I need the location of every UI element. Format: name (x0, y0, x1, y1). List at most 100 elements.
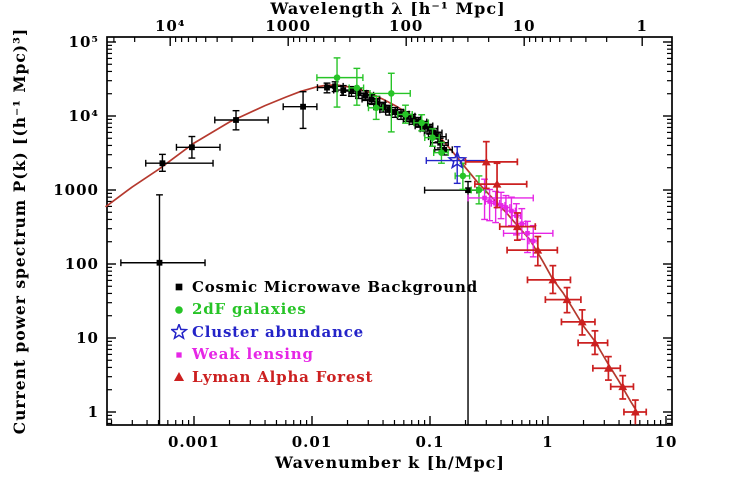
circle-marker (438, 149, 445, 156)
square-marker (362, 92, 369, 99)
square-marker (340, 87, 347, 93)
top-axis-title: Wavelength λ [h⁻¹ Mpc] (269, 0, 505, 18)
triangle-marker (590, 338, 600, 347)
square-marker (332, 83, 339, 90)
legend-label-cmb: Cosmic Microwave Background (192, 277, 478, 296)
legend: Cosmic Microwave Background 2dF galaxies… (171, 276, 478, 389)
square-marker (189, 144, 195, 151)
x-tick-label: 0.001 (168, 433, 220, 451)
top-tick-label: 1000 (265, 17, 311, 35)
square-marker (159, 160, 166, 167)
y-axis-title: Current power spectrum P(k) [(h⁻¹ Mpc)³] (10, 28, 29, 434)
circle-marker (388, 90, 395, 97)
legend-label-cluster: Cluster abundance (192, 322, 364, 341)
circle-marker (175, 305, 183, 314)
series-2df-galaxies (316, 57, 487, 205)
legend-label-weak-lensing: Weak lensing (192, 345, 314, 364)
square-marker (519, 221, 525, 227)
circle-marker (353, 84, 361, 92)
square-marker (233, 117, 239, 123)
x-tick-label: 1 (542, 433, 553, 451)
x-tick-label: 0.1 (415, 433, 444, 451)
square-marker (386, 106, 393, 113)
legend-item-2df-galaxies: 2dF galaxies (171, 299, 478, 322)
x-tick-label: 10 (655, 433, 678, 451)
x-tick-label: 0.01 (292, 433, 333, 451)
square-marker (409, 116, 416, 122)
y-tick-label: 10 (76, 329, 99, 347)
y-tick-label: 100 (65, 255, 99, 273)
2df-circle-marker-icon (175, 305, 183, 314)
y-tick-label: 1 (88, 403, 99, 421)
legend-item-cluster-abundance: Cluster abundance (171, 321, 478, 344)
square-marker (431, 130, 437, 136)
square-marker (355, 90, 362, 97)
star-marker (171, 324, 188, 341)
triangle-marker (618, 382, 628, 391)
series-lyman-alpha-forest (464, 140, 648, 425)
triangle-marker (604, 363, 613, 372)
weak-lensing-square-marker-icon (176, 352, 182, 358)
y-tick-label: 10⁴ (69, 107, 99, 125)
triangle-marker (492, 179, 502, 188)
triangle-marker (533, 245, 543, 254)
triangle-marker (481, 157, 491, 166)
triangle-marker (630, 407, 640, 416)
circle-marker (418, 119, 425, 127)
triangle-marker (548, 275, 558, 284)
y-tick-label: 10⁵ (69, 33, 99, 51)
legend-item-lyman-alpha-forest: Lyman Alpha Forest (171, 366, 478, 389)
square-marker (525, 230, 530, 236)
legend-item-cosmic-microwave-background: Cosmic Microwave Background (171, 276, 478, 299)
legend-label-2df: 2dF galaxies (192, 300, 307, 319)
square-marker (348, 88, 355, 95)
square-marker (493, 201, 498, 206)
x-axis: 0.001 0.01 0.1 1 10 Wavenumber k [h/Mpc] (110, 416, 678, 472)
triangle-marker (173, 372, 185, 382)
square-marker (514, 213, 519, 218)
top-tick-label: 1 (636, 17, 647, 35)
legend-label-lyman: Lyman Alpha Forest (192, 367, 374, 386)
top-tick-label: 100 (389, 17, 423, 35)
square-marker (368, 96, 375, 103)
square-marker (441, 146, 448, 153)
lyman-triangle-marker-icon (173, 372, 185, 382)
circle-marker (372, 104, 380, 112)
square-marker (175, 283, 183, 291)
circle-marker (459, 172, 467, 180)
cluster-star-marker-icon (171, 324, 188, 341)
square-marker (300, 103, 306, 110)
circle-marker (333, 74, 341, 81)
square-marker (530, 238, 536, 244)
circle-marker (402, 111, 409, 118)
top-tick-label: 10 (513, 17, 536, 35)
square-marker (465, 187, 471, 194)
square-marker (156, 259, 163, 266)
square-marker (324, 84, 330, 91)
top-tick-label: 10⁴ (155, 17, 185, 35)
circle-marker (429, 134, 436, 141)
triangle-marker (577, 317, 587, 326)
cmb-square-marker-icon (175, 283, 183, 291)
circle-marker (475, 186, 483, 194)
plot-frame (106, 36, 673, 426)
square-marker (392, 109, 399, 115)
y-tick-label: 1000 (53, 181, 99, 199)
x-axis-title: Wavenumber k [h/Mpc] (274, 453, 505, 472)
legend-item-weak-lensing: Weak lensing (171, 344, 478, 367)
square-marker (503, 205, 509, 210)
square-marker (421, 122, 428, 129)
triangle-marker (562, 295, 572, 304)
square-marker (374, 100, 381, 107)
square-marker (482, 195, 487, 201)
top-axis: 10⁴ 1000 100 10 1 Wavelength λ [h⁻¹ Mpc] (113, 0, 647, 46)
square-marker (176, 352, 182, 358)
y-axis: 10⁵ 10⁴ 1000 100 10 1 Current power spectrum P… (10, 28, 672, 434)
star-marker (447, 149, 468, 170)
square-marker (509, 208, 514, 214)
triangle-marker (512, 222, 522, 231)
square-marker (487, 199, 492, 204)
square-marker (435, 133, 441, 140)
